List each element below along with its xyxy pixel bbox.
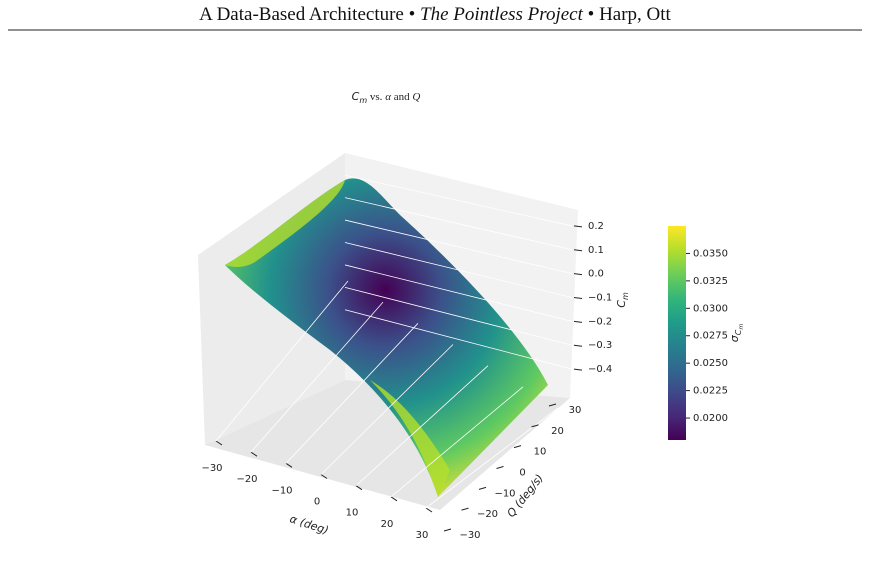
x-tick: [390, 496, 398, 502]
grid-line: [344, 174, 573, 227]
y-tick-label: 20: [551, 426, 564, 437]
x-tick-label: −20: [236, 474, 257, 485]
z-tick: [573, 249, 583, 252]
colorbar-tick-label: 0.0300: [693, 303, 728, 314]
x-tick: [215, 440, 223, 446]
authors: Harp, Ott: [599, 4, 671, 25]
running-head: A Data-Based Architecture • The Pointles…: [199, 4, 671, 25]
colorbar: [668, 226, 686, 440]
grid-line: [215, 280, 349, 442]
surface-edge: [225, 180, 345, 267]
z-tick-label: 0.1: [588, 245, 604, 256]
chart-title: Cm vs. α and Q: [352, 90, 421, 105]
z-tick-label: 0.0: [588, 269, 604, 280]
surface-edge: [370, 380, 450, 497]
z-tick: [573, 344, 583, 347]
z-tick: [573, 320, 583, 323]
x-tick-label: 30: [416, 530, 429, 541]
paper-title: A Data-Based Architecture: [199, 4, 404, 25]
title-part: vs.: [367, 91, 385, 103]
grid-line: [250, 301, 384, 453]
x-tick-label: −10: [271, 485, 292, 496]
grid-line: [344, 309, 573, 370]
colorbar-tick-label: 0.0200: [693, 413, 728, 424]
grid-line: [355, 365, 489, 486]
x-tick-label: 0: [314, 497, 320, 508]
colorbar-label: σCm: [728, 324, 745, 343]
grid-line: [344, 219, 573, 275]
grid-line: [320, 344, 454, 475]
grid-line: [344, 242, 573, 298]
z-tick-label: 0.2: [588, 221, 604, 232]
z-tick: [573, 368, 583, 371]
title-part: C: [352, 90, 360, 103]
y-tick-label: −10: [494, 488, 515, 499]
colorbar-tick-label: 0.0225: [693, 386, 728, 397]
x-axis-label: α (deg): [288, 512, 330, 537]
title-part: and: [391, 91, 412, 103]
y-tick: [461, 507, 469, 511]
label-part: C: [615, 300, 628, 308]
surface: [225, 178, 548, 497]
x-tick: [250, 451, 258, 457]
header: A Data-Based Architecture • The Pointles…: [8, 4, 862, 31]
y-tick: [548, 403, 557, 407]
colorbar-tick-label: 0.0250: [693, 358, 728, 369]
grid-line: [390, 386, 524, 498]
z-tick-label: −0.3: [588, 340, 612, 351]
z-tick-label: −0.4: [588, 364, 612, 375]
x-tick-label: 20: [381, 519, 394, 530]
y-tick-label: −30: [459, 530, 480, 541]
colorbar-tick-label: 0.0275: [693, 331, 728, 342]
z-axis-label: Cm: [615, 292, 630, 308]
title-part: m: [359, 96, 367, 105]
z-tick: [573, 297, 583, 299]
y-tick-label: 0: [519, 468, 525, 479]
z-tick-label: −0.2: [588, 316, 612, 327]
separator: •: [409, 4, 416, 25]
project: The Pointless Project: [420, 4, 584, 25]
x-tick-label: 10: [346, 508, 359, 519]
z-tick: [573, 273, 583, 276]
x-tick: [285, 462, 293, 468]
grid-line: [344, 197, 573, 251]
grid-line: [425, 407, 559, 509]
y-tick-label: 10: [534, 447, 547, 458]
y-tick: [513, 445, 522, 449]
y-tick: [478, 486, 487, 490]
label-part: m: [621, 292, 630, 300]
y-tick: [443, 528, 452, 532]
x-tick: [355, 485, 363, 491]
label-part: m: [738, 324, 745, 330]
y-tick-label: 30: [569, 405, 582, 416]
colorbar-tick-label: 0.0325: [693, 276, 728, 287]
grid-line: [344, 286, 573, 346]
z-tick: [573, 225, 583, 228]
separator: •: [588, 4, 595, 25]
y-tick-label: −20: [477, 509, 498, 520]
colorbar-tick-label: 0.0350: [693, 248, 728, 259]
y-tick: [496, 466, 504, 469]
grid-line: [344, 264, 573, 322]
y-tick: [531, 424, 539, 428]
grid-line: [285, 323, 419, 464]
x-tick: [425, 507, 433, 513]
label-part: C: [734, 329, 743, 335]
x-tick-label: −30: [201, 463, 222, 474]
title-part: Q: [412, 91, 420, 103]
x-tick: [320, 474, 328, 479]
title-part: α: [385, 91, 391, 103]
label-part: σ: [728, 334, 741, 342]
z-tick-label: −0.1: [588, 293, 612, 304]
